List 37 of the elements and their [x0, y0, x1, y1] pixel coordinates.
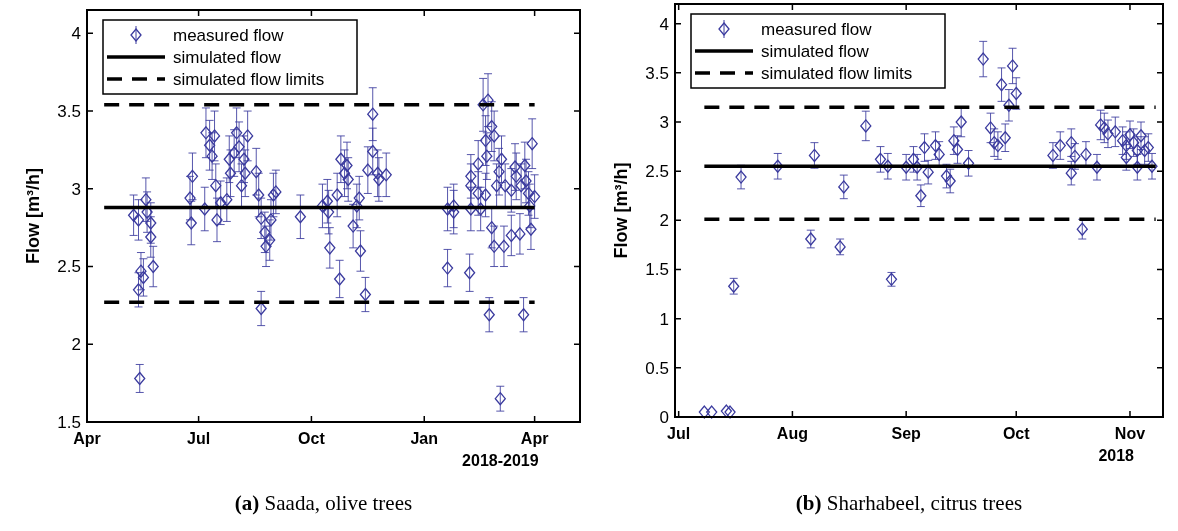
y-tick-label: 1.5 — [57, 412, 81, 432]
x-tick-label: Jul — [187, 430, 211, 447]
x-tick-label: Oct — [298, 430, 326, 447]
legend-label: simulated flow limits — [173, 69, 325, 89]
x-tick-label: Jul — [667, 425, 691, 442]
y-tick-label: 3 — [659, 112, 669, 132]
y-tick-label: 4 — [71, 24, 81, 44]
x-tick-label: Sep — [891, 425, 922, 442]
y-tick-label: 1.5 — [645, 260, 669, 280]
y-tick-label: 3.5 — [57, 102, 81, 122]
legend-label: simulated flow limits — [761, 63, 913, 83]
y-tick-label: 2.5 — [57, 257, 81, 277]
legend-label: simulated flow — [761, 41, 870, 61]
x-tick-label: Jan — [410, 430, 439, 447]
y-tick-label: 1 — [659, 309, 669, 329]
text: 2018 — [1098, 447, 1135, 464]
y-tick-label: 0 — [659, 407, 669, 427]
y-tick-label: 2 — [659, 211, 669, 231]
x-tick-label: Oct — [1002, 425, 1031, 442]
y-tick-label: 3 — [71, 179, 81, 199]
x-tick-label: Aug — [776, 425, 808, 442]
text: 2018-2019 — [462, 452, 539, 469]
y-tick-label: 0.5 — [645, 358, 669, 378]
y-tick-label: 3.5 — [645, 63, 669, 83]
legend-label: measured flow — [761, 19, 873, 39]
text: (a) Saada, olive trees — [234, 491, 413, 515]
legend-label: simulated flow — [173, 47, 282, 67]
y-tick-label: 2.5 — [645, 162, 669, 182]
y-tick-label: 2 — [71, 335, 81, 355]
y-axis-title: Flow [m³/h] — [611, 162, 631, 259]
y-tick-label: 4 — [659, 14, 669, 34]
x-tick-label: Apr — [520, 430, 549, 447]
y-axis-title: Flow [m³/h] — [23, 168, 43, 264]
legend-label: measured flow — [173, 25, 285, 45]
text: (b) Sharhabeel, citrus trees — [795, 491, 1023, 515]
x-tick-label: Nov — [1114, 425, 1146, 442]
x-tick-label: Apr — [73, 430, 101, 447]
